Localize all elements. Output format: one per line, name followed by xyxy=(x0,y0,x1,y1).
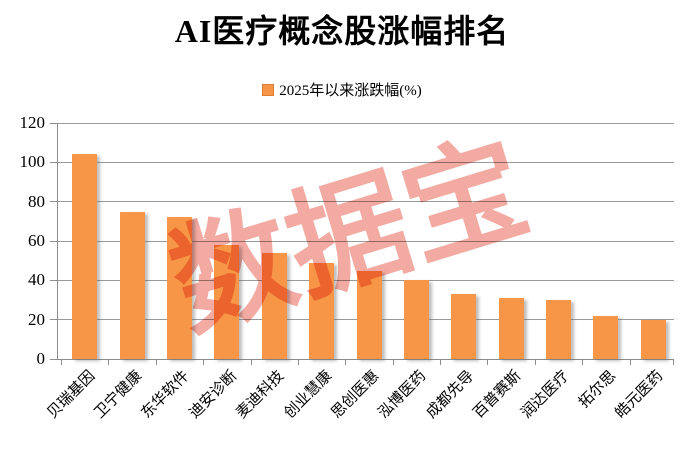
x-axis-label: 百普赛斯 xyxy=(470,368,525,422)
x-axis-tick xyxy=(345,360,347,365)
x-axis-tick xyxy=(108,360,110,365)
y-axis-tick xyxy=(50,319,57,321)
bar-百普赛斯 xyxy=(498,298,524,359)
x-axis-label: 润达医疗 xyxy=(518,368,572,422)
bar-润达医疗 xyxy=(546,300,572,359)
bar-泓博医药 xyxy=(403,280,429,359)
bar-麦迪科技 xyxy=(261,252,287,359)
y-axis-tick xyxy=(50,279,57,281)
bar-成都先导 xyxy=(451,294,477,359)
bar-拓尔思 xyxy=(593,315,619,359)
x-axis-label: 东华软件 xyxy=(139,368,193,422)
y-axis-label: 80 xyxy=(28,191,45,211)
bar-贝瑞基因 xyxy=(72,154,98,359)
x-axis-tick xyxy=(155,360,157,365)
bar-东华软件 xyxy=(166,217,192,359)
x-axis-label: 成都先导 xyxy=(423,368,478,422)
y-axis-tick xyxy=(50,358,57,360)
x-axis-label: 泓博医药 xyxy=(375,368,430,422)
legend-swatch xyxy=(262,83,275,96)
x-axis-tick xyxy=(392,360,394,365)
y-axis-label: 20 xyxy=(28,309,45,329)
bar-思创医惠 xyxy=(356,270,382,359)
x-axis-label: 卫宁健康 xyxy=(91,368,146,422)
bar-卫宁健康 xyxy=(119,211,145,359)
bar-皓元医药 xyxy=(640,319,666,359)
y-axis-tick xyxy=(50,161,57,163)
chart-title: AI医疗概念股涨幅排名 xyxy=(174,13,510,49)
y-axis-label: 40 xyxy=(28,270,45,290)
x-axis-tick xyxy=(487,360,489,365)
x-axis-tick xyxy=(61,360,62,365)
x-axis-tick xyxy=(582,360,584,365)
x-axis-label: 创业慧康 xyxy=(281,368,335,422)
legend-label: 2025年以来涨跌幅(%) xyxy=(279,83,422,99)
y-axis-label: 0 xyxy=(36,349,46,368)
x-axis-tick xyxy=(534,360,536,365)
bar-迪安诊断 xyxy=(214,244,240,359)
legend: 2025年以来涨跌幅(%) xyxy=(0,79,684,100)
gridline xyxy=(58,122,674,124)
gridline xyxy=(58,161,674,163)
gridline xyxy=(58,201,674,203)
x-axis-tick xyxy=(250,360,252,365)
y-axis-label: 60 xyxy=(28,231,45,250)
plot-area: 0 20 40 60 80 100 120 贝瑞基因 卫宁健康 东华软件 迪安诊断 麦迪科技 创业慧康思… xyxy=(20,113,674,422)
x-axis-tick xyxy=(629,360,631,365)
x-axis-label: 思创医惠 xyxy=(328,368,383,422)
y-axis-tick xyxy=(50,201,57,203)
x-axis-tick xyxy=(440,360,442,365)
y-axis-label: 100 xyxy=(19,152,46,172)
x-axis-label: 贝瑞基因 xyxy=(44,368,99,422)
y-axis-tick xyxy=(50,122,57,124)
bar-创业慧康 xyxy=(309,262,335,359)
y-axis-tick xyxy=(50,240,57,242)
x-axis-tick xyxy=(203,360,205,365)
x-axis-tick xyxy=(673,360,674,365)
gridline xyxy=(58,240,674,242)
x-axis-label: 皓元医药 xyxy=(612,368,667,422)
x-axis-label: 拓尔思 xyxy=(576,368,620,412)
x-axis-label: 迪安诊断 xyxy=(186,368,241,422)
x-axis-label: 麦迪科技 xyxy=(233,368,288,422)
x-axis-tick xyxy=(297,360,299,365)
y-axis-label: 120 xyxy=(19,113,46,132)
